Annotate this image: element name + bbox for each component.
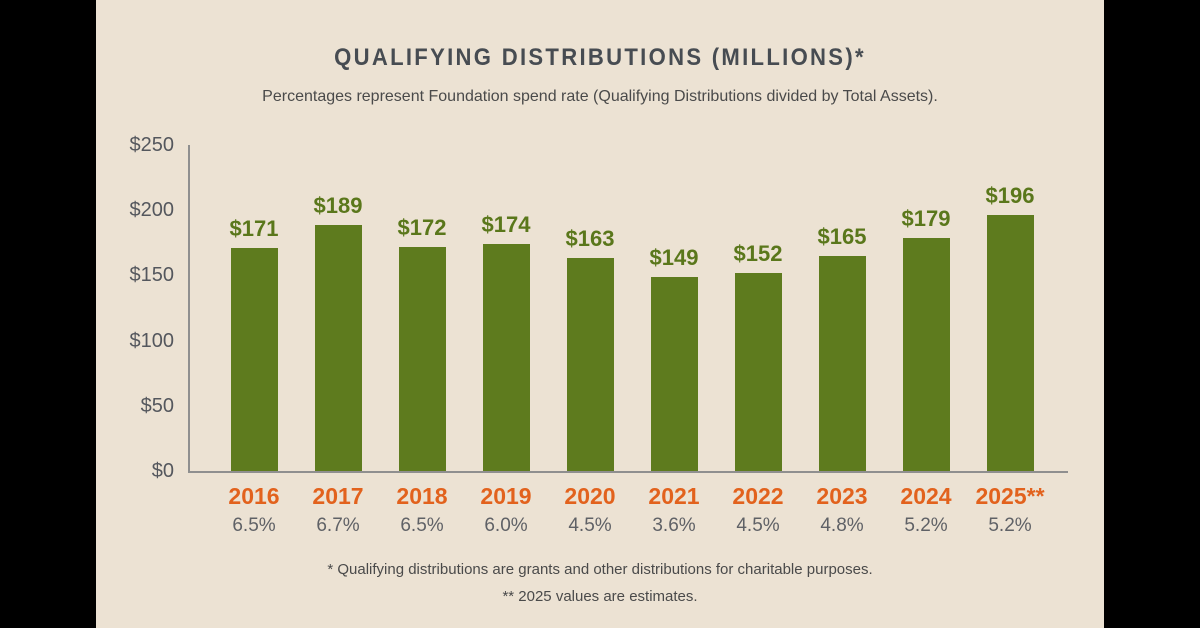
- bar: [734, 273, 782, 471]
- bar: [230, 248, 278, 471]
- chart-title: QUALIFYING DISTRIBUTIONS (MILLIONS)*: [334, 44, 866, 71]
- bar-slot: $174: [464, 145, 548, 471]
- bar: [398, 247, 446, 471]
- spend-rate-label: 5.2%: [988, 515, 1032, 536]
- spend-rate-label: 6.0%: [484, 515, 528, 536]
- bar-slot: $171: [212, 145, 296, 471]
- bar: [902, 238, 950, 471]
- spend-rate-label: 6.5%: [400, 515, 444, 536]
- x-axis-year-label: 2017: [312, 483, 364, 509]
- spend-rate-label: 6.5%: [232, 515, 276, 536]
- bar-slot: $149: [632, 145, 716, 471]
- bar-slot: $196: [968, 145, 1052, 471]
- spend-rate-label: 3.6%: [652, 515, 696, 536]
- spend-rate-label: 6.7%: [316, 515, 360, 536]
- x-axis-year-labels: 2016 2017 2018 2019 2020 2021 2022 2023 2024 2025…: [212, 483, 1052, 510]
- y-axis-tick-label: $200: [129, 199, 175, 222]
- y-axis-tick-label: $150: [129, 264, 175, 287]
- y-axis-tick-label: $0: [151, 460, 174, 482]
- chart-panel: QUALIFYING DISTRIBUTIONS (MILLIONS)* Per…: [96, 0, 1104, 628]
- bar-slot: $152: [716, 145, 800, 471]
- bar: [986, 215, 1034, 471]
- bar-slot: $179: [884, 145, 968, 471]
- bar-value-label: $172: [397, 215, 447, 240]
- bars-row: $171 $189 $172 $174 $163 $149 $152 $165 $179 $196: [212, 145, 1052, 471]
- bar-value-label: $171: [229, 216, 279, 241]
- bar-value-label: $152: [733, 241, 783, 266]
- x-axis-year-label: 2016: [228, 483, 280, 509]
- x-axis-year-label: 2019: [480, 483, 532, 509]
- x-axis-year-label: 2023: [816, 483, 868, 509]
- spend-rate-label: 4.5%: [736, 515, 780, 536]
- x-axis-year-label: 2021: [648, 483, 700, 509]
- bar: [650, 277, 698, 471]
- chart-subtitle: Percentages represent Foundation spend r…: [262, 88, 938, 105]
- spend-rate-labels: 6.5% 6.7% 6.5% 6.0% 4.5% 3.6% 4.5% 4.8% 5.2% 5.2%: [212, 515, 1052, 537]
- bar: [314, 225, 362, 471]
- bar-value-label: $174: [481, 212, 531, 237]
- bar-value-label: $196: [985, 183, 1035, 208]
- spend-rate-label: 4.5%: [568, 515, 612, 536]
- spend-rate-label: 4.8%: [820, 515, 864, 536]
- x-axis-year-label: 2022: [732, 483, 784, 509]
- y-axis-line: [188, 145, 190, 473]
- x-axis-year-label: 2025**: [975, 483, 1045, 509]
- bar-value-label: $163: [565, 226, 615, 251]
- bar: [566, 258, 614, 471]
- bar-value-label: $179: [901, 206, 951, 231]
- bar: [482, 244, 530, 471]
- spend-rate-label: 5.2%: [904, 515, 948, 536]
- right-black-margin: [1104, 0, 1200, 628]
- bar: [818, 256, 866, 471]
- footnote-asterisk: * Qualifying distributions are grants an…: [327, 561, 873, 578]
- footnote-double-asterisk: ** 2025 values are estimates.: [502, 588, 698, 605]
- bar-slot: $172: [380, 145, 464, 471]
- bar-slot: $165: [800, 145, 884, 471]
- bar-value-label: $189: [313, 193, 363, 218]
- x-axis-year-label: 2018: [396, 483, 448, 509]
- x-axis-line: [188, 471, 1068, 473]
- y-axis-tick-label: $250: [129, 134, 175, 156]
- bar-slot: $163: [548, 145, 632, 471]
- x-axis-year-label: 2020: [564, 483, 616, 509]
- x-axis-year-label: 2024: [900, 483, 952, 509]
- bar-value-label: $165: [817, 224, 867, 249]
- bar-slot: $189: [296, 145, 380, 471]
- left-black-margin: [0, 0, 96, 628]
- y-axis-tick-label: $100: [129, 329, 175, 352]
- y-axis-tick-label: $50: [140, 394, 174, 417]
- bar-value-label: $149: [649, 245, 699, 270]
